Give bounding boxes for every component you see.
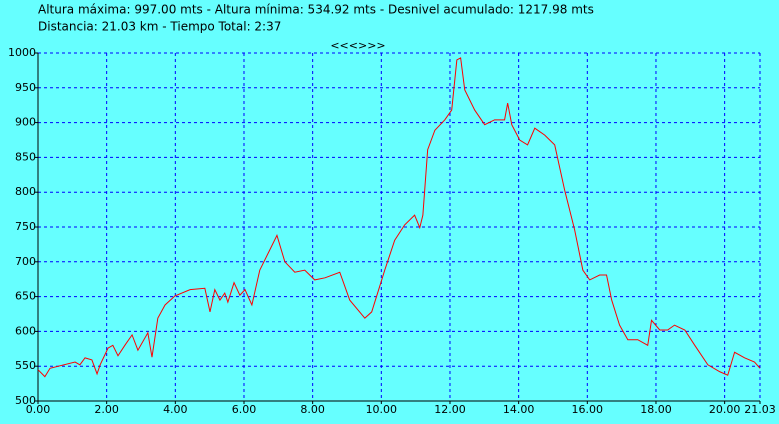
y-tick-label: 600 xyxy=(15,324,36,337)
y-tick-label: 650 xyxy=(15,290,36,303)
x-tick-label: 6.00 xyxy=(232,403,257,416)
y-tick-label: 800 xyxy=(15,185,36,198)
x-tick-label: 2.00 xyxy=(94,403,119,416)
x-tick-label: 20.00 xyxy=(709,403,741,416)
y-tick-label: 700 xyxy=(15,255,36,268)
y-tick-label: 900 xyxy=(15,116,36,129)
x-tick-label: 8.00 xyxy=(300,403,325,416)
x-tick-label: 12.00 xyxy=(434,403,466,416)
y-tick-label: 950 xyxy=(15,81,36,94)
x-tick-label: 4.00 xyxy=(163,403,188,416)
y-tick-label: 1000 xyxy=(8,46,36,59)
y-tick-label: 550 xyxy=(15,359,36,372)
y-tick-label: 850 xyxy=(15,150,36,163)
x-tick-label: 18.00 xyxy=(640,403,672,416)
x-tick-label: 21.03 xyxy=(744,403,776,416)
chart-title: Altura máxima: 997.00 mts - Altura mínim… xyxy=(38,3,594,17)
x-tick-label: 10.00 xyxy=(366,403,398,416)
chart-subtitle: Distancia: 21.03 km - Tiempo Total: 2:37 xyxy=(38,20,281,34)
elevation-line xyxy=(37,57,761,378)
y-tick-label: 750 xyxy=(15,220,36,233)
nav-arrows[interactable]: <<<>>> xyxy=(330,39,385,52)
y-tick-label: 500 xyxy=(15,394,36,407)
x-tick-label: 14.00 xyxy=(503,403,535,416)
x-tick-label: 16.00 xyxy=(572,403,604,416)
x-tick-label: 0.00 xyxy=(26,403,51,416)
